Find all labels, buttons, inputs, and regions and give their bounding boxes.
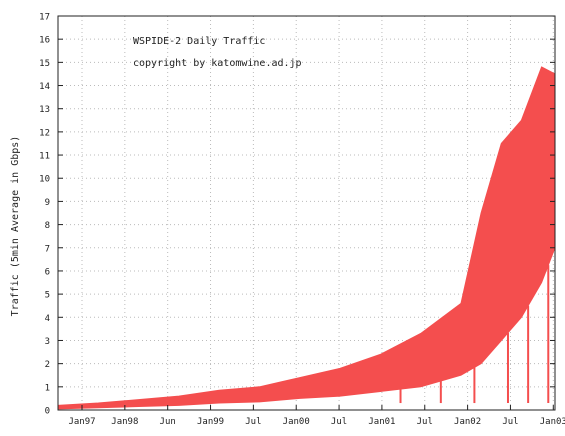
y-tick-label: 7 (45, 244, 50, 254)
x-tick-label: Jan98 (111, 417, 138, 427)
y-axis-label: Traffic (5min Average in Gbps) (10, 136, 21, 317)
y-tick-label: 17 (39, 13, 50, 23)
x-tick-label: Jan02 (454, 417, 481, 427)
y-tick-label: 12 (39, 128, 50, 138)
label-layer: WSPIDE-2 Daily Traffic copyright by kato… (10, 36, 302, 316)
x-tick-label: Jul (245, 417, 261, 427)
y-tick-label: 6 (45, 267, 50, 277)
y-tick-label: 3 (45, 337, 50, 347)
y-tick-label: 11 (39, 152, 50, 162)
x-tick-label: Jun (160, 417, 176, 427)
x-tick-label: Jul (502, 417, 518, 427)
x-tick-label: Jan00 (283, 417, 310, 427)
x-tick-label: Jan01 (368, 417, 395, 427)
y-tick-label: 10 (39, 175, 50, 185)
chart-subtitle: copyright by katomwine.ad.jp (133, 58, 302, 69)
y-tick-label: 15 (39, 59, 50, 69)
x-tick-label: Jul (331, 417, 347, 427)
y-tick-label: 0 (45, 407, 50, 417)
x-tick-label: Jan03 (540, 417, 565, 427)
x-tick-label: Jan99 (197, 417, 224, 427)
y-tick-label: 13 (39, 105, 50, 115)
x-tick-label: Jan97 (68, 417, 95, 427)
chart-title: WSPIDE-2 Daily Traffic (133, 36, 265, 47)
area-layer (58, 67, 555, 409)
y-tick-label: 16 (39, 36, 50, 46)
y-tick-label: 4 (45, 314, 50, 324)
y-tick-label: 14 (39, 82, 50, 92)
x-tick-label: Jul (417, 417, 433, 427)
y-tick-label: 8 (45, 221, 50, 231)
traffic-area (58, 67, 555, 409)
y-tick-label: 2 (45, 360, 50, 370)
y-tick-label: 1 (45, 383, 50, 393)
y-tick-label: 5 (45, 291, 50, 301)
y-tick-label: 9 (45, 198, 50, 208)
